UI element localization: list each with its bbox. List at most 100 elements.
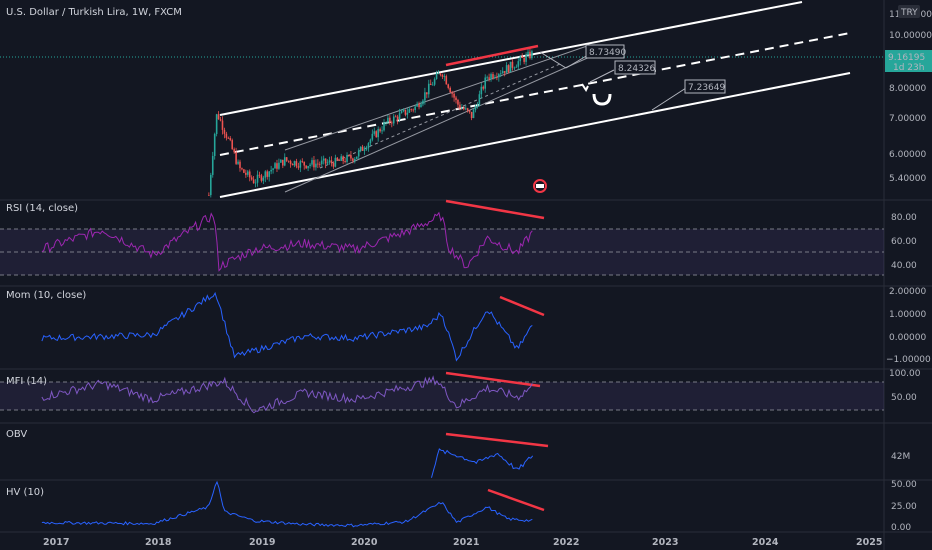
candle-body-57 [318, 163, 321, 165]
candle-body-147 [494, 77, 496, 78]
candle-body-67 [338, 160, 341, 161]
candle-body-124 [449, 87, 451, 93]
candle-body-18 [243, 169, 245, 173]
candle-body-76 [355, 156, 358, 159]
last-price-value: 9.16195 [888, 53, 925, 63]
candle-body-83 [369, 139, 372, 144]
candle-body-56 [317, 163, 319, 165]
candle-body-66 [336, 157, 339, 161]
mfi-tick-50: 50.00 [891, 393, 917, 403]
inner-channel-lower [284, 47, 611, 193]
x-tick-2018: 2018 [145, 537, 172, 548]
last-price-countdown: 1d 23h [893, 63, 924, 73]
candle-body-28 [262, 177, 265, 181]
candles [208, 47, 533, 198]
indicator-series [41, 211, 534, 528]
candle-body-87 [377, 129, 379, 138]
candle-body-69 [342, 156, 344, 162]
candle-body-163 [525, 54, 527, 62]
candle-body-16 [239, 161, 241, 169]
x-tick-2023: 2023 [652, 537, 678, 548]
candle-body-128 [457, 99, 459, 105]
candle-body-108 [418, 103, 420, 108]
currency-badge[interactable]: TRY [900, 8, 918, 18]
candle-body-148 [496, 77, 498, 78]
candle-body-154 [507, 65, 510, 73]
candle-body-42 [289, 161, 292, 165]
candle-body-98 [398, 113, 401, 120]
candle-body-31 [268, 171, 270, 177]
x-tick-2019: 2019 [249, 537, 275, 548]
candle-body-1 [210, 174, 212, 196]
candle-body-70 [344, 161, 346, 162]
candle-body-43 [291, 164, 294, 166]
candle-body-89 [381, 130, 383, 132]
candle-body-51 [307, 165, 309, 169]
obv-title: OBV [6, 429, 27, 440]
candle-body-92 [387, 117, 389, 123]
time-axis: 2017 2018 2019 2020 2021 2022 2023 2024 … [43, 537, 882, 548]
trend-channel [219, 1, 851, 198]
mom-tick-1: 1.00000 [889, 310, 926, 320]
arrow-icon [581, 83, 589, 92]
candle-body-77 [357, 150, 360, 157]
target-label-1: 8.73490 [589, 48, 626, 58]
candle-body-29 [264, 171, 267, 178]
candle-body-49 [303, 161, 306, 166]
rsi-divergence [445, 199, 545, 220]
candle-body-160 [519, 56, 522, 62]
candle-body-53 [311, 160, 313, 165]
candle-body-157 [513, 67, 516, 69]
channel-lower [219, 72, 851, 198]
candle-body-131 [463, 107, 465, 110]
rsi-tick-80: 80.00 [891, 213, 917, 223]
candle-body-158 [515, 66, 518, 68]
channel-upper [219, 1, 803, 116]
candle-body-121 [443, 76, 446, 77]
hv-tick-50: 50.00 [891, 480, 917, 490]
candle-body-72 [348, 155, 350, 156]
candle-body-91 [385, 122, 387, 124]
price-axis: 11.00000 TRY 10.00000 8.00000 7.00000 6.… [889, 5, 932, 184]
target-box-2 [614, 60, 656, 75]
magnet-icon [592, 93, 612, 106]
candle-body-46 [297, 166, 300, 168]
candle-body-79 [361, 146, 364, 151]
candle-body-144 [488, 77, 490, 79]
candle-body-60 [324, 158, 327, 164]
hv-tick-0: 0.00 [891, 523, 911, 533]
candle-body-107 [416, 103, 418, 107]
candle-body-152 [503, 71, 506, 73]
rsi-tick-60: 60.00 [891, 237, 917, 247]
candle-body-101 [404, 109, 407, 115]
candle-body-130 [461, 107, 463, 109]
candle-body-145 [490, 74, 492, 79]
price-tick-7: 7.00000 [889, 114, 926, 124]
candle-body-11 [229, 138, 232, 141]
candle-body-146 [492, 74, 494, 78]
candle-body-6 [219, 119, 222, 121]
candle-body-63 [330, 160, 333, 164]
candle-body-4 [215, 114, 218, 134]
candle-body-7 [221, 120, 224, 130]
candle-body-96 [394, 116, 397, 118]
candle-body-150 [499, 73, 502, 75]
candle-body-33 [272, 168, 274, 170]
target-arrow-2 [589, 69, 615, 83]
candle-body-166 [531, 51, 533, 59]
candle-body-27 [260, 175, 263, 181]
candle-body-35 [276, 163, 278, 169]
candle-body-155 [509, 61, 512, 73]
candle-body-82 [367, 143, 370, 149]
candle-body-118 [437, 73, 440, 75]
currency-badge-box[interactable] [898, 5, 920, 18]
candle-body-68 [340, 156, 342, 161]
x-tick-2024: 2024 [752, 537, 779, 548]
candle-body-5 [217, 114, 220, 120]
candle-body-115 [431, 84, 434, 86]
candle-body-100 [402, 109, 405, 112]
candle-body-94 [390, 122, 393, 124]
candle-body-103 [408, 109, 411, 113]
candle-body-90 [383, 122, 385, 131]
